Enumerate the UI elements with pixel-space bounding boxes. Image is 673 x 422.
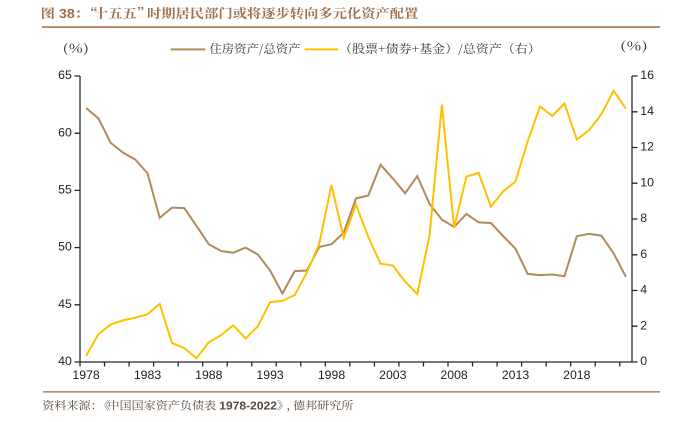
svg-text:4: 4 [640, 283, 647, 297]
svg-text:1998: 1998 [318, 368, 346, 382]
svg-text:45: 45 [58, 297, 72, 311]
svg-text:16: 16 [640, 68, 654, 82]
svg-text:55: 55 [58, 183, 72, 197]
svg-text:0: 0 [640, 354, 647, 368]
svg-text:1988: 1988 [195, 368, 223, 382]
svg-text:65: 65 [58, 68, 72, 82]
svg-text:1993: 1993 [256, 368, 284, 382]
svg-text:2008: 2008 [440, 368, 468, 382]
svg-text:2003: 2003 [379, 368, 407, 382]
svg-text:2013: 2013 [502, 368, 530, 382]
svg-text:14: 14 [640, 104, 654, 118]
svg-text:1978: 1978 [72, 368, 100, 382]
svg-text:8: 8 [640, 211, 647, 225]
svg-text:1983: 1983 [134, 368, 162, 382]
svg-text:2: 2 [640, 318, 647, 332]
svg-text:10: 10 [640, 175, 654, 189]
svg-text:40: 40 [58, 354, 72, 368]
svg-text:2018: 2018 [563, 368, 591, 382]
svg-text:12: 12 [640, 140, 654, 154]
svg-text:50: 50 [58, 240, 72, 254]
svg-text:60: 60 [58, 125, 72, 139]
svg-text:6: 6 [640, 247, 647, 261]
